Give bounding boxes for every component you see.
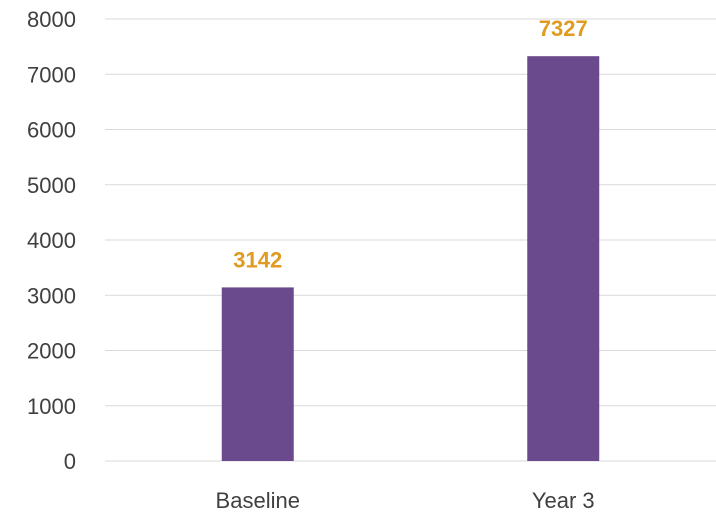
y-tick-label: 4000	[27, 228, 76, 253]
bar-baseline	[221, 287, 294, 461]
data-label: 3142	[233, 247, 282, 272]
gridlines	[105, 18, 716, 462]
y-tick-label: 6000	[27, 118, 76, 143]
bar-year-3	[527, 56, 600, 461]
y-tick-label: 3000	[27, 283, 76, 308]
x-tick-label: Baseline	[216, 488, 300, 513]
bars	[221, 56, 600, 461]
y-tick-label: 8000	[27, 7, 76, 32]
x-tick-label: Year 3	[532, 488, 595, 513]
data-labels: 3142 7327	[233, 16, 587, 272]
y-tick-label: 7000	[27, 62, 76, 87]
data-label: 7327	[539, 16, 588, 41]
x-axis-tick-labels: Baseline Year 3	[216, 488, 595, 513]
y-tick-label: 5000	[27, 173, 76, 198]
y-tick-label: 0	[64, 449, 76, 474]
y-tick-label: 2000	[27, 339, 76, 364]
y-axis-tick-labels: 0 1000 2000 3000 4000 5000 6000 7000 8000	[27, 7, 76, 474]
y-tick-label: 1000	[27, 394, 76, 419]
